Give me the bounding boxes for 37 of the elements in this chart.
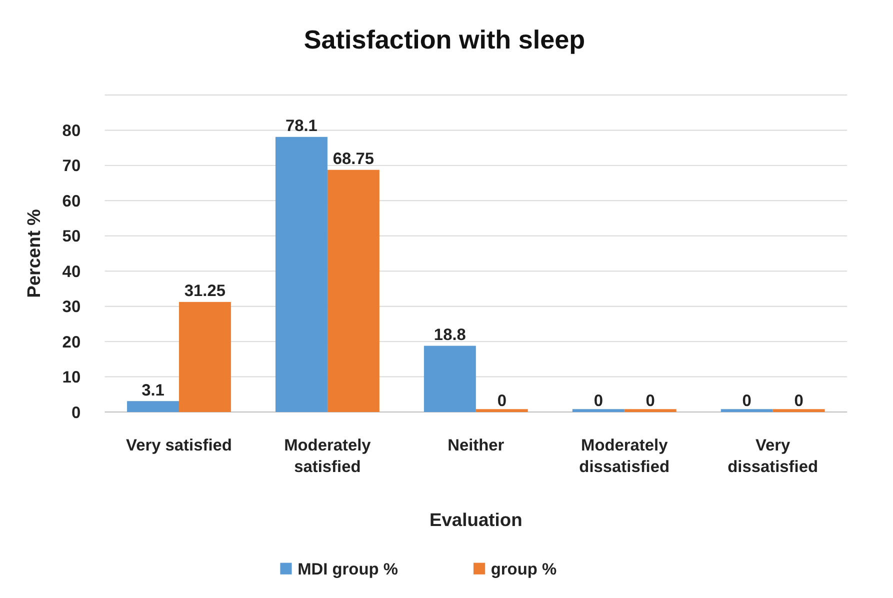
bar: [327, 170, 380, 412]
y-tick-label: 0: [71, 404, 81, 422]
data-label: 0: [594, 392, 603, 410]
x-tick-label: Moderately satisfied: [284, 436, 372, 476]
y-tick-label: 70: [62, 157, 81, 176]
data-label: 0: [646, 392, 655, 410]
bar: [772, 409, 825, 412]
bar: [624, 409, 676, 412]
data-label: 0: [794, 392, 804, 410]
y-axis-title: Percent %: [22, 209, 44, 298]
bar: [275, 136, 328, 412]
y-tick-label: 30: [62, 298, 81, 316]
data-label: 68.75: [332, 150, 374, 168]
y-tick-label: 40: [62, 262, 81, 281]
y-tick-label: 80: [62, 122, 81, 140]
legend-label: MDI group %: [298, 560, 398, 578]
x-axis-title: Evaluation: [429, 509, 522, 530]
x-tick-label: Very satisfied: [126, 436, 232, 455]
data-label: 0: [497, 392, 506, 410]
x-tick-label: Neither: [448, 436, 505, 455]
bar: [720, 409, 773, 412]
y-tick-label: 60: [62, 192, 81, 210]
y-tick-label: 20: [62, 333, 81, 352]
bar: [476, 409, 528, 412]
legend-label: group %: [490, 560, 557, 578]
data-label: 31.25: [184, 282, 226, 300]
data-label: 0: [742, 392, 752, 410]
data-label: 3.1: [142, 381, 164, 400]
x-tick-label: Moderately dissatisfied: [579, 436, 670, 476]
bar: [178, 302, 231, 412]
data-label: 78.1: [285, 117, 318, 136]
y-tick-label: 50: [62, 228, 81, 246]
chart-title: Satisfaction with sleep: [304, 24, 586, 55]
bar: [572, 409, 624, 412]
x-tick-label: Very dissatisfied: [728, 436, 818, 476]
y-tick-label: 10: [62, 368, 81, 387]
data-label: 18.8: [434, 326, 466, 344]
